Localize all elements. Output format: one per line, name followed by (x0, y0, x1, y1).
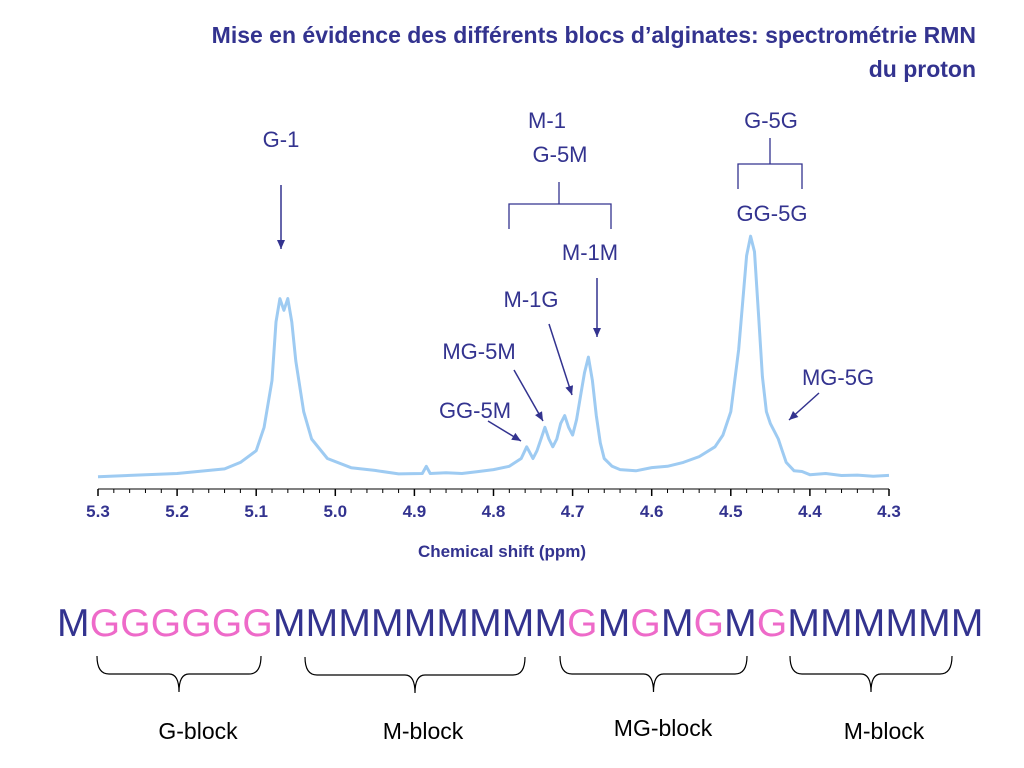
annotation-g5g: G-5G (744, 108, 798, 133)
residue-m: M (885, 602, 919, 645)
arrowhead-mg5g (789, 411, 799, 420)
arrowhead-g1 (277, 240, 285, 249)
residue-m: M (403, 602, 437, 645)
x-tick-label: 4.9 (403, 502, 427, 521)
x-tick-label: 5.0 (323, 502, 347, 521)
spectrum-series-line (97, 234, 890, 479)
x-axis-label: Chemical shift (ppm) (418, 542, 586, 561)
annotation-g1: G-1 (263, 127, 300, 152)
block-label-m2: M-block (843, 718, 925, 744)
brace-m-block-1 (304, 656, 526, 694)
residue-g: G (630, 602, 661, 645)
arrowhead-mg5m (535, 411, 543, 421)
x-tick-label: 5.2 (165, 502, 189, 521)
residue-g: G (89, 602, 121, 645)
residue-m: M (534, 602, 568, 645)
x-tick-label: 4.5 (719, 502, 743, 521)
block-label-g: G-block (158, 718, 238, 744)
residue-g: G (756, 602, 788, 645)
residue-g: G (693, 602, 725, 645)
annotation-mg5g: MG-5G (802, 365, 874, 390)
annotation-m1m: M-1M (562, 240, 618, 265)
residue-m: M (272, 602, 306, 645)
residue-m: M (501, 602, 535, 645)
x-tick-label: 4.7 (561, 502, 585, 521)
residue-m: M (57, 602, 90, 645)
nmr-spectrum-chart: 5.3 5.2 5.1 5.0 4.9 4.8 4.7 4.6 4.5 4.4 4.3 G-1 M-1… (86, 108, 901, 561)
block-label-mg: MG-block (613, 715, 713, 741)
brace-g-block (96, 655, 262, 693)
annotation-gg5g: GG-5G (737, 201, 808, 226)
x-axis: 5.3 5.2 5.1 5.0 4.9 4.8 4.7 4.6 4.5 4.4 4.3 (86, 488, 901, 521)
brace-m-block-2 (789, 655, 953, 693)
residue-g: G (242, 602, 273, 645)
title-line-1: Mise en évidence des différents blocs d’… (211, 22, 976, 48)
x-tick-label: 5.1 (244, 502, 268, 521)
annotation-g5m: G-5M (533, 142, 588, 167)
residue-m: M (950, 602, 984, 645)
annotation-mg5m: MG-5M (442, 339, 515, 364)
bracket-m1g5m (508, 182, 612, 229)
residue-m: M (597, 602, 631, 645)
block-label-m1: M-block (382, 718, 464, 744)
residue-m: M (371, 602, 404, 645)
residue-m: M (852, 602, 886, 645)
arrowhead-m1g (565, 385, 574, 395)
residue-g: G (211, 602, 243, 645)
annotation-gg5m: GG-5M (439, 398, 511, 423)
residue-g: G (150, 602, 182, 645)
x-tick-label: 4.8 (482, 502, 506, 521)
x-tick-label: 4.3 (877, 502, 901, 521)
x-tick-label: 5.3 (86, 502, 110, 521)
arrow-m1g (548, 323, 573, 396)
x-tick-label: 4.6 (640, 502, 664, 521)
residue-m: M (305, 602, 339, 645)
block-braces (96, 655, 953, 694)
brace-mg-block (559, 655, 748, 693)
page-title: Mise en évidence des différents blocs d’… (16, 18, 976, 86)
residue-m: M (724, 602, 757, 645)
residue-g: G (181, 602, 212, 645)
residue-m: M (660, 602, 694, 645)
residue-g: G (120, 602, 151, 645)
residue-m: M (918, 602, 951, 645)
arrowhead-gg5m (511, 432, 521, 441)
residue-m: M (820, 602, 853, 645)
residue-sequence: MGGGGGGMMMMMMMMMGMGMGMGMMMMMM (57, 602, 984, 646)
residue-g: G (567, 602, 598, 645)
residue-m: M (469, 602, 502, 645)
residue-m: M (436, 602, 470, 645)
residue-m: M (787, 602, 821, 645)
arrowhead-m1m (593, 328, 601, 337)
annotation-m1: M-1 (528, 108, 566, 133)
residue-m: M (338, 602, 372, 645)
annotation-m1g: M-1G (504, 287, 559, 312)
bracket-g5g (737, 138, 803, 189)
title-line-2: du proton (868, 56, 976, 82)
peak-annotations: G-1 M-1 G-5M G-5G GG-5G M-1MM-1G MG-5M GG-5M MG-… (263, 108, 874, 442)
arrow-mg5m (513, 369, 544, 422)
x-tick-label: 4.4 (798, 502, 822, 521)
